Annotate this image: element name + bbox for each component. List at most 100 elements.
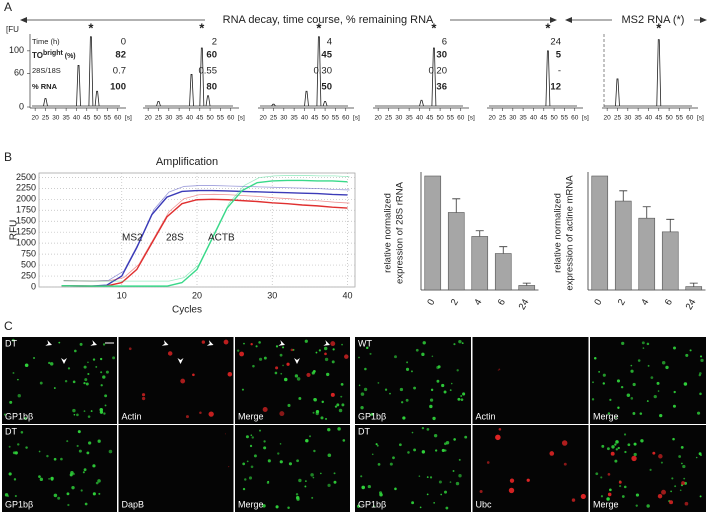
x-tick-label: 45	[311, 115, 319, 122]
cell-dot	[400, 401, 404, 404]
cell-dot	[497, 369, 499, 371]
cell-dot	[338, 408, 343, 413]
cell-dot	[377, 382, 380, 384]
curve-replicate	[63, 175, 350, 282]
peak	[76, 65, 81, 107]
table-value: 50	[321, 82, 332, 93]
peak-label: *	[656, 20, 662, 35]
cell-dot	[295, 495, 300, 500]
x-tick-label: 25	[499, 115, 507, 122]
peak	[156, 100, 161, 107]
cell-dot	[405, 398, 409, 402]
cell-dot	[87, 361, 89, 364]
cell-dot	[298, 396, 302, 400]
cell-dot	[274, 371, 278, 375]
x-unit: [s]	[125, 115, 132, 122]
arrowhead	[278, 340, 285, 346]
cell-dot	[609, 488, 612, 492]
image-tile	[472, 337, 589, 424]
table-value: 0	[121, 37, 126, 48]
x-tick-label: 45	[83, 115, 91, 122]
cell-dot	[83, 382, 86, 385]
cell-dot	[683, 477, 686, 480]
cell-dot	[444, 490, 447, 494]
cell-dot	[66, 492, 70, 496]
cell-dot	[228, 465, 230, 468]
arrow-head	[565, 17, 572, 23]
cell-dot	[363, 387, 368, 392]
cell-dot	[192, 373, 195, 377]
cell-dot	[95, 365, 98, 368]
arrowhead	[61, 358, 67, 364]
cell-dot	[180, 378, 186, 384]
x-unit: [s]	[697, 115, 704, 122]
cell-dot	[377, 462, 381, 466]
peak	[43, 98, 48, 107]
x-tick-label: 35	[63, 115, 71, 122]
cell-dot	[253, 454, 257, 458]
cell-dot	[282, 364, 284, 367]
table-value: 100	[110, 82, 126, 93]
cell-dot	[452, 470, 455, 472]
error-bar	[499, 246, 508, 254]
row-label: Time (h)	[32, 37, 60, 46]
cell-dot	[251, 436, 254, 439]
row-label-part: (%)	[63, 53, 76, 60]
cell-dot	[661, 489, 666, 495]
peak	[205, 95, 211, 107]
cell-dot	[305, 438, 309, 443]
y-tick-label: 250	[21, 270, 36, 280]
cell-dot	[341, 403, 345, 407]
cell-dot	[689, 349, 692, 352]
x-tick-label: 10	[117, 290, 127, 300]
cell-dot	[342, 439, 346, 442]
cell-dot	[242, 462, 246, 466]
x-tick-label: 20	[489, 115, 497, 122]
peak-label: *	[431, 20, 437, 35]
cell-dot	[422, 341, 426, 345]
row-label-part: TO	[32, 51, 43, 60]
bar	[518, 285, 536, 291]
cell-dot	[432, 416, 436, 421]
x-tick-label: 40	[301, 115, 309, 122]
header-bg	[205, 12, 450, 28]
cell-dot	[617, 446, 620, 450]
table-value: 36	[436, 82, 447, 93]
cell-dot	[438, 480, 442, 484]
cell-dot	[426, 493, 429, 496]
x-tick-label: 20	[192, 290, 202, 300]
cell-dot	[609, 398, 612, 401]
cell-dot	[333, 472, 336, 475]
cell-dot	[623, 433, 627, 436]
cell-dot	[310, 473, 314, 477]
x-tick-label: 24	[517, 297, 532, 312]
cell-dot	[601, 444, 605, 448]
cell-dot	[263, 356, 267, 360]
cell-dot	[298, 478, 302, 483]
curve	[61, 179, 348, 287]
cell-dot	[48, 478, 50, 480]
cell-dot	[591, 398, 595, 401]
table-value: 82	[115, 50, 126, 61]
table-value: 12	[550, 82, 561, 93]
header-bg	[612, 12, 694, 28]
cell-dot	[615, 448, 618, 451]
cell-dot	[327, 453, 332, 458]
cell-dot	[461, 342, 464, 345]
tile-label: Actin	[476, 411, 496, 421]
table-value: 24	[550, 37, 561, 48]
cell-dot	[621, 341, 625, 345]
cell-dot	[437, 365, 441, 369]
cell-dot	[680, 445, 684, 449]
cell-dot	[100, 384, 103, 387]
y-label: relative normalized	[383, 193, 394, 273]
cell-dot	[324, 352, 327, 356]
cell-dot	[84, 502, 88, 506]
cell-dot	[250, 343, 253, 346]
x-tick-label: 35	[406, 115, 414, 122]
cell-dot	[384, 388, 388, 391]
cell-dot	[407, 451, 410, 454]
cell-dot	[421, 352, 425, 357]
cell-dot	[48, 361, 51, 365]
